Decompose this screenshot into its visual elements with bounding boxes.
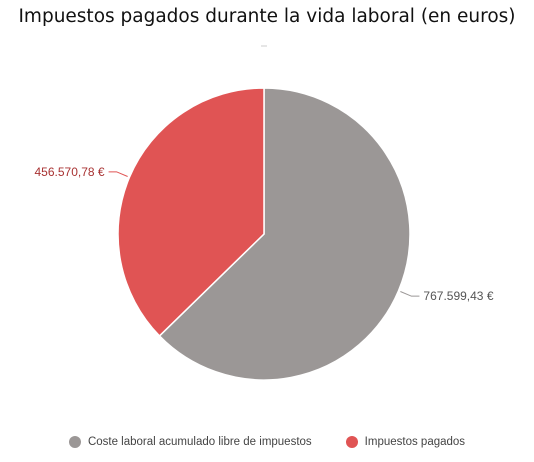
- data-label-impuestos: 456.570,78 €: [34, 165, 104, 179]
- legend-item-coste[interactable]: Coste laboral acumulado libre de impuest…: [68, 436, 312, 448]
- pie-slice-impuestos[interactable]: [117, 87, 265, 337]
- legend-marker-impuestos: [345, 436, 358, 448]
- pie-slice-coste[interactable]: [158, 87, 411, 381]
- legend-marker-coste: [68, 436, 81, 448]
- chart-legend: Coste laboral acumulado libre de impuest…: [0, 436, 534, 448]
- leader-line-impuestos: [108, 171, 128, 177]
- legend-label-coste: Coste laboral acumulado libre de impuest…: [87, 436, 312, 448]
- legend-item-impuestos[interactable]: Impuestos pagados: [345, 436, 466, 448]
- chart-title: Impuestos pagados durante la vida labora…: [18, 6, 516, 27]
- data-label-coste: 767.599,43 €: [423, 289, 493, 303]
- leader-line-coste: [400, 291, 420, 297]
- pie-chart: 767.599,43 € 456.570,78 €: [34, 45, 494, 381]
- legend-label-impuestos: Impuestos pagados: [364, 436, 466, 448]
